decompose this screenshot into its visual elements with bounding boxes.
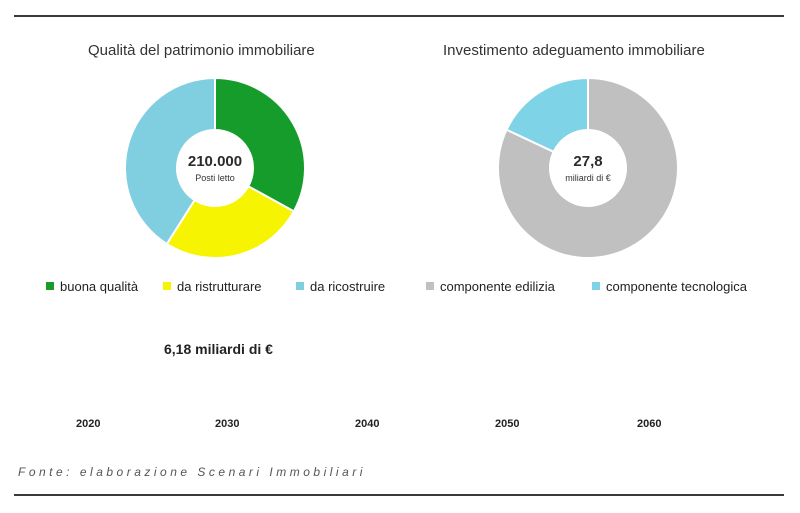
bottom-rule: [14, 494, 784, 496]
legend-item: buona qualità: [46, 279, 138, 294]
center-label: Posti letto: [195, 173, 235, 183]
legend-label: componente edilizia: [440, 279, 555, 294]
legend-swatch: [296, 282, 304, 290]
legend-swatch: [592, 282, 600, 290]
legend-item: da ristrutturare: [163, 279, 262, 294]
year-label: 2060: [637, 418, 662, 430]
year-label: 2030: [215, 418, 240, 430]
donut-chart-investment: 27,8 miliardi di €: [497, 76, 679, 259]
donut-hole: [177, 130, 253, 206]
donut-hole: [550, 130, 626, 206]
legend-item: componente edilizia: [426, 279, 555, 294]
year-label: 2020: [76, 418, 101, 430]
legend-item: componente tecnologica: [592, 279, 747, 294]
top-rule: [14, 15, 784, 17]
center-value: 210.000: [188, 153, 242, 170]
chart-title-right: Investimento adeguamento immobiliare: [443, 42, 705, 59]
legend-item: da ricostruire: [296, 279, 385, 294]
donut-chart-quality: 210.000 Posti letto: [124, 76, 306, 259]
legend-label: da ristrutturare: [177, 279, 262, 294]
legend-label: da ricostruire: [310, 279, 386, 294]
chart-title-left: Qualità del patrimonio immobiliare: [88, 42, 315, 59]
legend-swatch: [426, 282, 434, 290]
legend-label: componente tecnologica: [606, 279, 747, 294]
source-note: Fonte: elaborazione Scenari Immobiliari: [18, 465, 366, 479]
year-label: 2050: [495, 418, 520, 430]
center-label: miliardi di €: [565, 173, 611, 183]
legend-label: buona qualità: [60, 279, 139, 294]
center-value: 27,8: [573, 153, 602, 170]
legend-swatch: [46, 282, 54, 290]
investment-note: 6,18 miliardi di €: [164, 341, 273, 357]
year-label: 2040: [355, 418, 380, 430]
legend-swatch: [163, 282, 171, 290]
